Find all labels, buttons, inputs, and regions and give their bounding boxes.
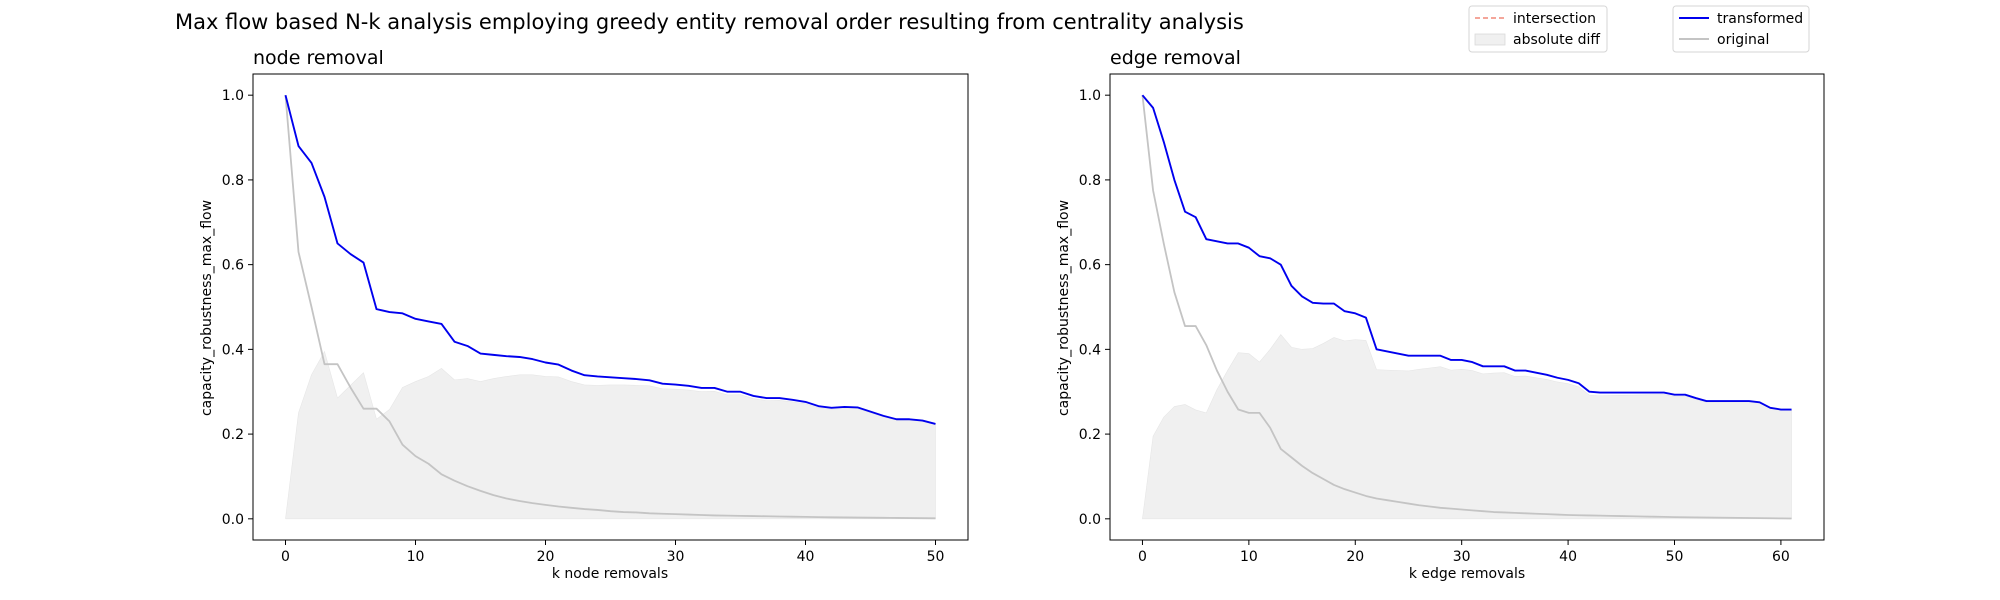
legend-original-label: original [1717, 32, 1769, 48]
x-tick-label: 40 [797, 549, 815, 565]
x-tick-label: 0 [1138, 549, 1147, 565]
x-tick-label: 20 [537, 549, 555, 565]
x-tick-label: 0 [281, 549, 290, 565]
y-axis-label-node-removal: capacity_robustness_max_flow [199, 200, 215, 416]
y-tick-label: 0.4 [222, 342, 244, 358]
y-tick-label: 0.6 [1079, 258, 1101, 274]
y-tick-label: 0.0 [1079, 512, 1101, 528]
absolute-diff-area-edge-removal [1142, 334, 1792, 520]
x-tick-label: 30 [1453, 549, 1471, 565]
y-tick-label: 0.6 [222, 258, 244, 274]
y-tick-label: 1.0 [222, 88, 244, 104]
y-tick-label: 0.4 [1079, 342, 1101, 358]
original-line-edge-removal [1141, 95, 1792, 520]
x-tick-label: 50 [927, 549, 945, 565]
y-tick-label: 1.0 [1079, 88, 1101, 104]
x-tick-label: 60 [1772, 549, 1790, 565]
x-tick-label: 50 [1666, 549, 1684, 565]
legend-intersection-label: intersection [1513, 11, 1596, 27]
original-line-node-removal [284, 95, 936, 520]
y-tick-label: 0.0 [222, 512, 244, 528]
y-tick-label: 0.2 [1079, 427, 1101, 443]
y-tick-label: 0.2 [222, 427, 244, 443]
x-axis-label-edge-removal: k edge removals [1409, 566, 1525, 582]
plot-frame-edge-removal [1109, 73, 1825, 541]
legend-transformed-label: transformed [1717, 11, 1803, 27]
legend-absolute-diff-swatch [1474, 33, 1506, 46]
chart-edge-removal: edge removal 0 10 20 30 40 50 60 0.0 0.2 0.4 0.6 0.… [1056, 47, 1825, 582]
chart-title-node-removal: node removal [253, 47, 384, 69]
legend-left: intersection absolute diff [1468, 5, 1608, 53]
x-tick-label: 20 [1346, 549, 1364, 565]
transformed-line-node-removal [284, 94, 936, 425]
x-tick-label: 10 [1240, 549, 1258, 565]
legend-absolute-diff-label: absolute diff [1513, 32, 1600, 48]
chart-node-removal: node removal 0 10 20 30 40 50 0.0 0.2 0.4 0.6 0.8 1… [199, 47, 969, 582]
y-tick-label: 0.8 [1079, 173, 1101, 189]
figure-title: Max flow based N-k analysis employing gr… [175, 10, 1244, 34]
x-tick-label: 10 [407, 549, 425, 565]
chart-title-edge-removal: edge removal [1110, 47, 1241, 69]
transformed-line-edge-removal [1141, 94, 1792, 411]
x-tick-label: 40 [1559, 549, 1577, 565]
y-tick-label: 0.8 [222, 173, 244, 189]
y-axis-label-edge-removal: capacity_robustness_max_flow [1056, 200, 1072, 416]
x-axis-label-node-removal: k node removals [552, 566, 668, 582]
x-tick-label: 30 [667, 549, 685, 565]
legend-right: transformed original [1672, 5, 1810, 53]
plot-frame-node-removal [252, 73, 969, 541]
